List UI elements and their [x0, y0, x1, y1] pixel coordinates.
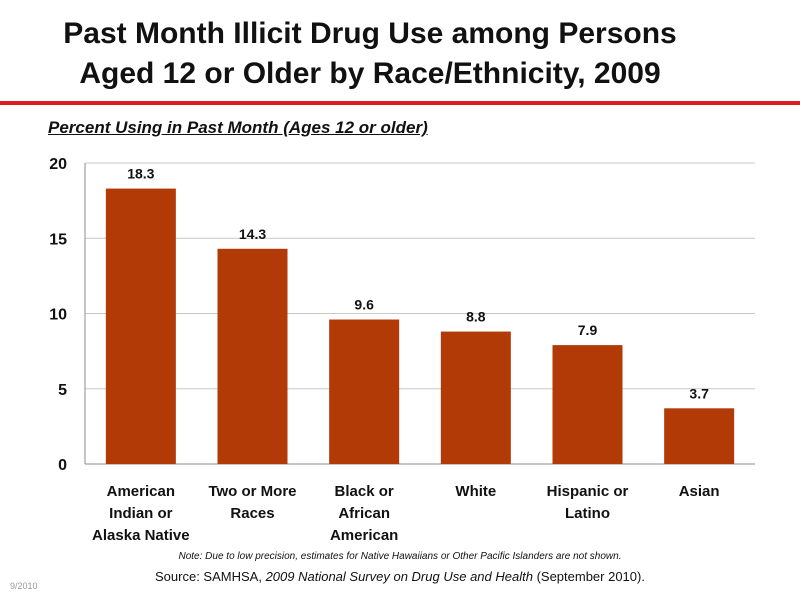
x-tick-label-line: Races [230, 505, 275, 522]
bar-value-label: 14.3 [239, 226, 266, 242]
x-tick-label-line: Two or More [208, 483, 297, 500]
chart-title-line-2: Aged 12 or Older by Race/Ethnicity, 2009 [79, 57, 661, 90]
x-tick-label: American Indian or Alaska Native [86, 481, 196, 547]
bar [105, 188, 176, 464]
bar-value-label: 9.6 [354, 297, 374, 313]
bar [552, 345, 623, 464]
y-axis-title: Percent Using in Past Month (Ages 12 or … [48, 118, 428, 137]
bar-value-label: 7.9 [578, 322, 598, 338]
chart-title: Past Month Illicit Drug Use among Person… [0, 14, 740, 94]
y-tick-label: 5 [58, 382, 67, 399]
x-tick-label: Black or African American [309, 481, 419, 547]
footnote: Note: Due to low precision, estimates fo… [178, 551, 622, 562]
x-tick-label: Two or More Races [198, 481, 308, 525]
source-prefix: Source: SAMHSA, [155, 569, 266, 584]
x-tick-label-line: Asian [678, 483, 720, 500]
source-citation: Source: SAMHSA, 2009 National Survey on … [0, 569, 800, 584]
date-stamp: 9/2010 [10, 581, 38, 591]
y-tick-label: 0 [58, 457, 67, 474]
bar [440, 331, 511, 464]
source-title: 2009 National Survey on Drug Use and Hea… [265, 569, 533, 584]
bar-value-label: 18.3 [127, 166, 154, 182]
x-tick-label-line: American [106, 483, 176, 500]
bar [664, 408, 735, 464]
x-tick-label-line: Latino [565, 505, 610, 522]
x-tick-label-line: White [455, 483, 497, 500]
x-tick-label-line: Hispanic or [546, 483, 629, 500]
x-tick-label-line: Black or [334, 483, 394, 500]
bar-value-label: 8.8 [466, 309, 486, 325]
x-tick-label: Asian [644, 481, 754, 503]
bar [217, 248, 288, 464]
y-tick-label: 10 [49, 307, 67, 324]
x-tick-label-line: African [338, 505, 390, 522]
x-tick-label: Hispanic or Latino [533, 481, 643, 525]
y-tick-label: 15 [49, 231, 67, 248]
title-divider [0, 101, 800, 105]
y-tick-label: 20 [49, 156, 67, 173]
x-tick-label-line: Indian or [109, 505, 173, 522]
bar [329, 319, 400, 464]
source-suffix: (September 2010). [532, 569, 645, 584]
bar-value-label: 3.7 [689, 385, 709, 401]
chart-title-line-1: Past Month Illicit Drug Use among Person… [63, 17, 677, 50]
x-tick-label-line: American [329, 527, 399, 544]
x-tick-label: White [421, 481, 531, 503]
x-tick-label-line: Alaska Native [92, 527, 190, 544]
